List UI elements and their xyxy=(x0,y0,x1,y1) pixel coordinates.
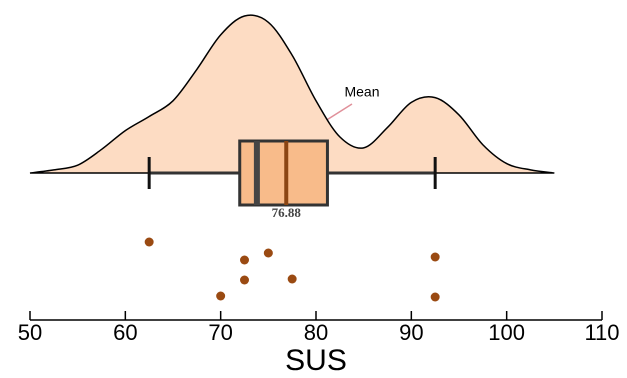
data-point xyxy=(240,255,249,265)
data-point xyxy=(430,252,440,262)
x-axis-label: SUS xyxy=(285,344,347,377)
data-point xyxy=(430,292,440,302)
data-point xyxy=(240,275,249,285)
data-point xyxy=(216,291,226,301)
data-point xyxy=(144,237,154,247)
x-tick-label: 90 xyxy=(399,320,423,345)
data-point xyxy=(263,248,273,258)
x-tick-label: 70 xyxy=(208,320,232,345)
x-tick-label: 50 xyxy=(18,320,42,345)
box xyxy=(238,139,329,207)
density xyxy=(29,14,555,174)
x-tick-label: 60 xyxy=(113,320,137,345)
annotation: Mean xyxy=(344,84,379,100)
data-point xyxy=(287,274,297,284)
x-tick-label: 80 xyxy=(304,320,328,345)
mean-label: 76.88 xyxy=(272,205,302,220)
x-tick-label: 110 xyxy=(584,320,619,345)
x-tick-label: 100 xyxy=(488,320,525,345)
